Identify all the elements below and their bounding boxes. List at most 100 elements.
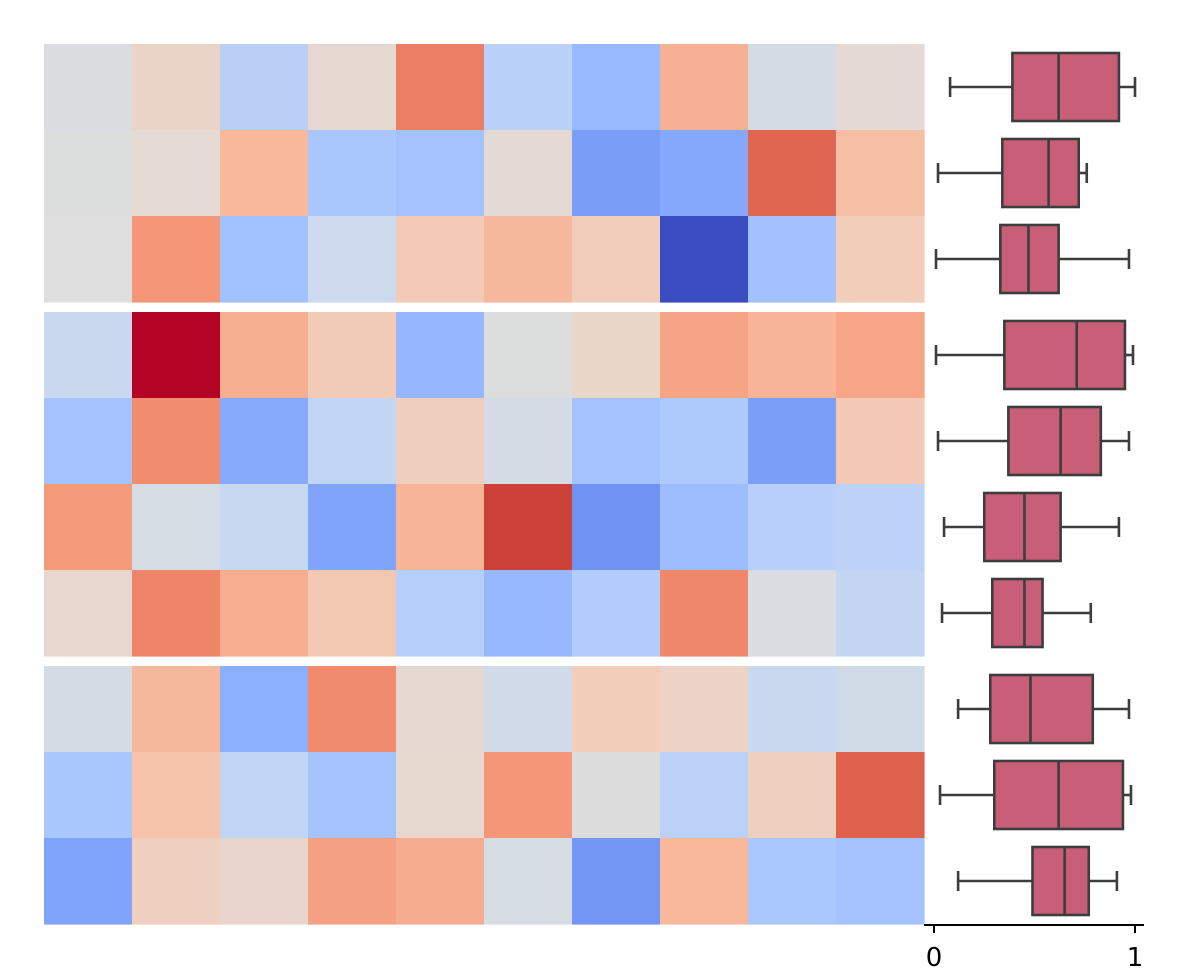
heatmap-cell xyxy=(572,44,661,131)
heatmap-cell xyxy=(572,312,661,399)
heatmap-cell xyxy=(132,484,221,571)
boxplot-8 xyxy=(956,673,1131,745)
heatmap-cell xyxy=(660,312,749,399)
heatmap-cell xyxy=(660,484,749,571)
heatmap-cell xyxy=(44,838,133,925)
heatmap-cell xyxy=(836,752,925,839)
boxplot-panel xyxy=(934,51,1137,917)
heatmap-cell xyxy=(220,44,309,131)
boxplot-5 xyxy=(936,405,1131,477)
heatmap-cell xyxy=(836,666,925,753)
heatmap-cell xyxy=(308,398,397,485)
heatmap-cell xyxy=(44,484,133,571)
heatmap-cell xyxy=(660,398,749,485)
heatmap-cell xyxy=(220,398,309,485)
heatmap-cell xyxy=(836,312,925,399)
box-iqr xyxy=(990,577,1044,649)
box-iqr xyxy=(1001,137,1081,209)
x-tick-label: 0 xyxy=(926,943,943,968)
heatmap-cell xyxy=(308,216,397,303)
heatmap-group-2 xyxy=(44,312,925,657)
heatmap-cell xyxy=(396,130,485,217)
heatmap-cell xyxy=(660,752,749,839)
heatmap-cell xyxy=(572,838,661,925)
heatmap-cell xyxy=(748,838,837,925)
boxplot-9 xyxy=(938,759,1133,831)
heatmap-cell xyxy=(132,752,221,839)
heatmap-cell xyxy=(484,570,573,657)
heatmap-cell xyxy=(132,312,221,399)
heatmap-cell xyxy=(44,752,133,839)
box-iqr xyxy=(1007,405,1103,477)
heatmap-cell xyxy=(748,398,837,485)
boxplot-2 xyxy=(936,137,1089,209)
boxplot-10 xyxy=(956,845,1119,917)
heatmap-group-1 xyxy=(44,44,925,303)
heatmap-cell xyxy=(836,484,925,571)
heatmap-cell xyxy=(308,44,397,131)
heatmap-cell xyxy=(396,216,485,303)
heatmap-cell xyxy=(132,666,221,753)
heatmap-cell xyxy=(836,570,925,657)
x-tick-label: 1 xyxy=(1127,943,1144,968)
heatmap-cell xyxy=(572,398,661,485)
heatmap-cell xyxy=(836,838,925,925)
heatmap-cell xyxy=(484,838,573,925)
heatmap-cell xyxy=(308,130,397,217)
heatmap-cell xyxy=(484,484,573,571)
heatmap-cell xyxy=(44,570,133,657)
heatmap-cell xyxy=(572,484,661,571)
heatmap-cell xyxy=(396,752,485,839)
box-iqr xyxy=(1031,845,1091,917)
heatmap-cell xyxy=(44,130,133,217)
heatmap-cell xyxy=(484,44,573,131)
heatmap-cell xyxy=(132,838,221,925)
heatmap-cell xyxy=(396,570,485,657)
heatmap-cell xyxy=(748,570,837,657)
heatmap-cell xyxy=(132,398,221,485)
heatmap-cell xyxy=(748,752,837,839)
heatmap-cell xyxy=(132,216,221,303)
heatmap-cell xyxy=(484,312,573,399)
boxplot-6 xyxy=(942,491,1121,563)
heatmap-cell xyxy=(572,130,661,217)
heatmap-cell xyxy=(660,44,749,131)
heatmap-cell xyxy=(748,666,837,753)
heatmap-cell xyxy=(748,130,837,217)
heatmap xyxy=(44,44,925,925)
heatmap-cell xyxy=(44,44,133,131)
heatmap-cell xyxy=(748,216,837,303)
box-iqr xyxy=(1011,51,1121,123)
heatmap-cell xyxy=(484,398,573,485)
heatmap-cell xyxy=(660,570,749,657)
heatmap-cell xyxy=(44,398,133,485)
box-iqr xyxy=(988,673,1095,745)
heatmap-cell xyxy=(220,216,309,303)
heatmap-cell xyxy=(220,570,309,657)
heatmap-cell xyxy=(132,570,221,657)
heatmap-cell xyxy=(660,838,749,925)
heatmap-cell xyxy=(396,312,485,399)
boxplot-3 xyxy=(934,223,1131,295)
boxplot-4 xyxy=(934,319,1135,391)
heatmap-cell xyxy=(44,216,133,303)
heatmap-cell xyxy=(836,216,925,303)
heatmap-cell xyxy=(484,666,573,753)
heatmap-cell xyxy=(44,666,133,753)
heatmap-cell xyxy=(308,312,397,399)
heatmap-cell xyxy=(220,312,309,399)
heatmap-cell xyxy=(660,130,749,217)
heatmap-cell xyxy=(660,216,749,303)
heatmap-cell xyxy=(308,838,397,925)
heatmap-cell xyxy=(220,666,309,753)
heatmap-cell xyxy=(220,752,309,839)
heatmap-cell xyxy=(748,484,837,571)
box-iqr xyxy=(1003,319,1127,391)
heatmap-cell xyxy=(220,130,309,217)
heatmap-cell xyxy=(220,484,309,571)
heatmap-cell xyxy=(308,484,397,571)
heatmap-cell xyxy=(220,838,309,925)
heatmap-cell xyxy=(660,666,749,753)
